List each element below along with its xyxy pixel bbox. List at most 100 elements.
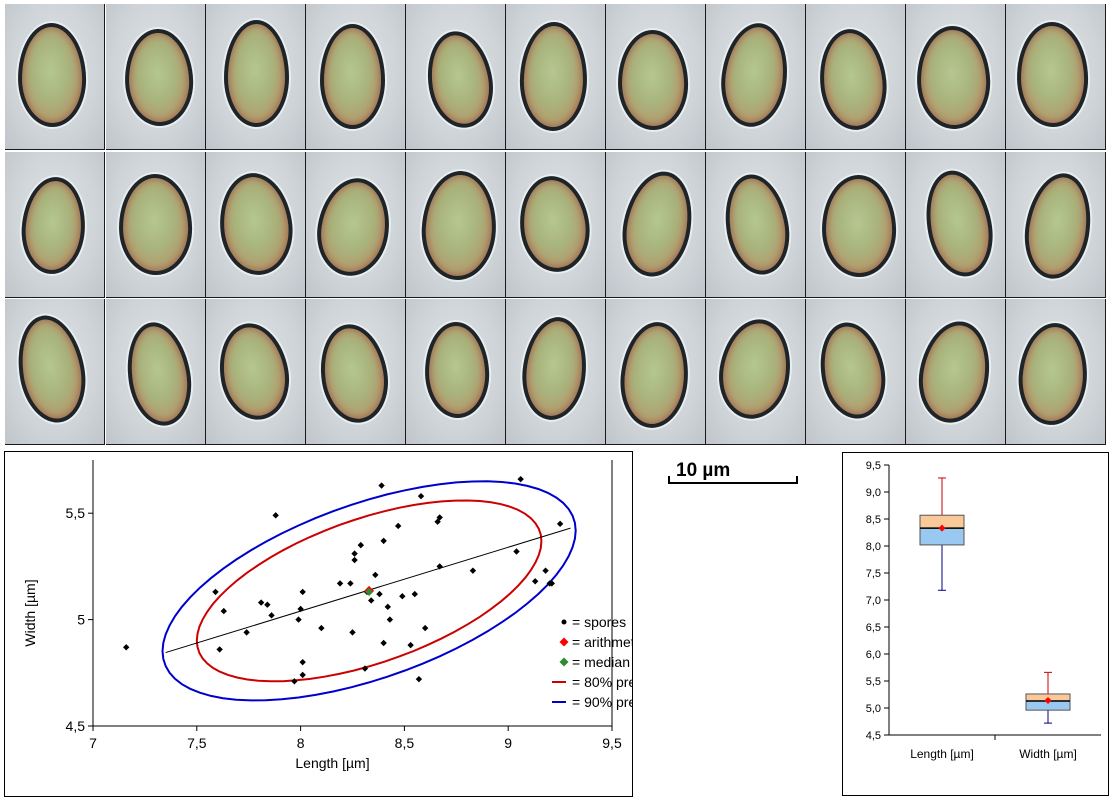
- spore-tile: [406, 152, 506, 298]
- spore-point: [257, 599, 265, 606]
- spore-point: [347, 580, 354, 587]
- spore-tile: [206, 4, 306, 150]
- spore-tile: [406, 299, 506, 445]
- spore-point: [417, 492, 425, 500]
- spore-point: [556, 520, 564, 528]
- spore-point: [220, 607, 227, 615]
- spore-point: [542, 567, 549, 574]
- spore-point: [216, 646, 223, 653]
- spore-tile: [506, 4, 606, 150]
- x-tick-label: 8: [297, 735, 305, 751]
- y-axis-title: Width [µm]: [22, 579, 38, 646]
- spore-point: [376, 590, 383, 598]
- spore-point: [367, 597, 375, 604]
- x-tick-label: 7,5: [187, 735, 207, 751]
- x-tick-label: 8,5: [395, 735, 415, 751]
- spore-tile: [206, 152, 306, 298]
- spore-tile: [606, 4, 706, 150]
- spore-tile: [1006, 299, 1106, 445]
- spore-tile: [706, 152, 806, 298]
- spore-point: [469, 567, 477, 574]
- spore-tile: [606, 152, 706, 298]
- spore-point: [291, 678, 298, 685]
- spore-point: [299, 658, 306, 666]
- y-tick-label: 8,5: [866, 514, 881, 526]
- spore-point: [336, 580, 344, 587]
- y-tick-label: 5,0: [866, 703, 881, 715]
- spore-tile: [5, 4, 105, 150]
- spore-point: [264, 601, 271, 608]
- spore-point: [378, 482, 385, 489]
- y-tick-label: 4,5: [66, 718, 86, 734]
- spore-tile: [206, 299, 306, 445]
- spore-tile: [5, 152, 105, 298]
- y-tick-label: 5,5: [866, 676, 881, 688]
- spore-tile: [306, 299, 406, 445]
- y-tick-label: 6,5: [866, 622, 881, 634]
- x-tick-label: 9: [504, 735, 512, 751]
- scatter-chart: 7 7,5 8 8,5 9 9,5 4,5 5 5,5 Length [µm] Width [µm]…: [22, 460, 769, 771]
- x-tick-label: 9,5: [602, 735, 622, 751]
- y-tick-label: 9,5: [866, 460, 881, 472]
- spore-point: [318, 624, 325, 632]
- y-tick-label: 5: [77, 612, 85, 628]
- ellipse-80-percent: [195, 499, 543, 683]
- spore-point: [351, 550, 358, 557]
- x-axis-title: Length [µm]: [295, 755, 369, 771]
- spore-point: [399, 592, 406, 600]
- legend-swatch-spores: [561, 619, 567, 625]
- spore-point: [380, 537, 387, 545]
- spore-tile: [306, 152, 406, 298]
- legend-label-ellipse90: = 90% prediction interval ellipse: [572, 694, 632, 710]
- y-tick-label: 9,0: [866, 487, 881, 499]
- y-tick-label: 5,5: [66, 505, 86, 521]
- spore-point: [349, 629, 356, 636]
- spore-point: [421, 624, 429, 632]
- spore-point: [531, 578, 539, 585]
- x-category-label: Width [µm]: [1019, 747, 1077, 761]
- spore-tile: [906, 4, 1006, 150]
- spore-point: [394, 522, 402, 530]
- spore-point: [299, 588, 306, 596]
- legend-swatch-mean: [559, 637, 569, 647]
- y-tick-label: 4,5: [866, 730, 881, 742]
- spore-tile: [706, 299, 806, 445]
- spore-tile: [906, 152, 1006, 298]
- spore-point: [411, 590, 418, 598]
- box-plot-chart: 4,5 5,0 5,5 6,0 6,5 7,0 7,5 8,0 8,5 9,0 9,5 Length …: [866, 460, 1101, 761]
- scale-bar-label: 10 µm: [676, 460, 731, 481]
- spore-tile: [106, 4, 206, 150]
- spore-tile: [806, 4, 906, 150]
- box-plot-panel: 4,5 5,0 5,5 6,0 6,5 7,0 7,5 8,0 8,5 9,0 9,5 Length …: [842, 452, 1109, 796]
- spore-point: [272, 512, 279, 519]
- spore-tile: [506, 152, 606, 298]
- x-category-label: Length [µm]: [910, 747, 974, 761]
- spore-point: [268, 612, 275, 619]
- spore-point: [295, 616, 302, 623]
- y-tick-label: 7,0: [866, 595, 881, 607]
- legend-label-ellipse80: = 80% prediction interval ellipse: [572, 674, 632, 690]
- spore-tile: [1006, 152, 1106, 298]
- spore-point: [357, 541, 365, 549]
- spore-tile: [106, 152, 206, 298]
- spore-tile: [906, 299, 1006, 445]
- spore-point: [384, 603, 391, 611]
- y-tick-label: 8,0: [866, 541, 881, 553]
- legend-label-mean: = arithmetic mean: [572, 634, 632, 650]
- spore-point: [372, 571, 379, 579]
- spore-point: [415, 675, 423, 683]
- spore-point: [243, 629, 250, 636]
- y-tick-label: 6,0: [866, 649, 881, 661]
- spore-tile: [606, 299, 706, 445]
- median-marker: [365, 587, 374, 596]
- spore-point: [380, 639, 387, 647]
- spore-tile: [106, 299, 206, 445]
- ellipse-90-percent: [161, 480, 577, 702]
- spore-tile: [1006, 4, 1106, 150]
- spore-tile: [306, 4, 406, 150]
- spore-point: [517, 475, 524, 483]
- spore-tile: [506, 299, 606, 445]
- scale-bar-tick-left: [668, 476, 670, 484]
- box-mean-marker: [938, 524, 946, 532]
- legend-label-median: = median: [572, 654, 630, 670]
